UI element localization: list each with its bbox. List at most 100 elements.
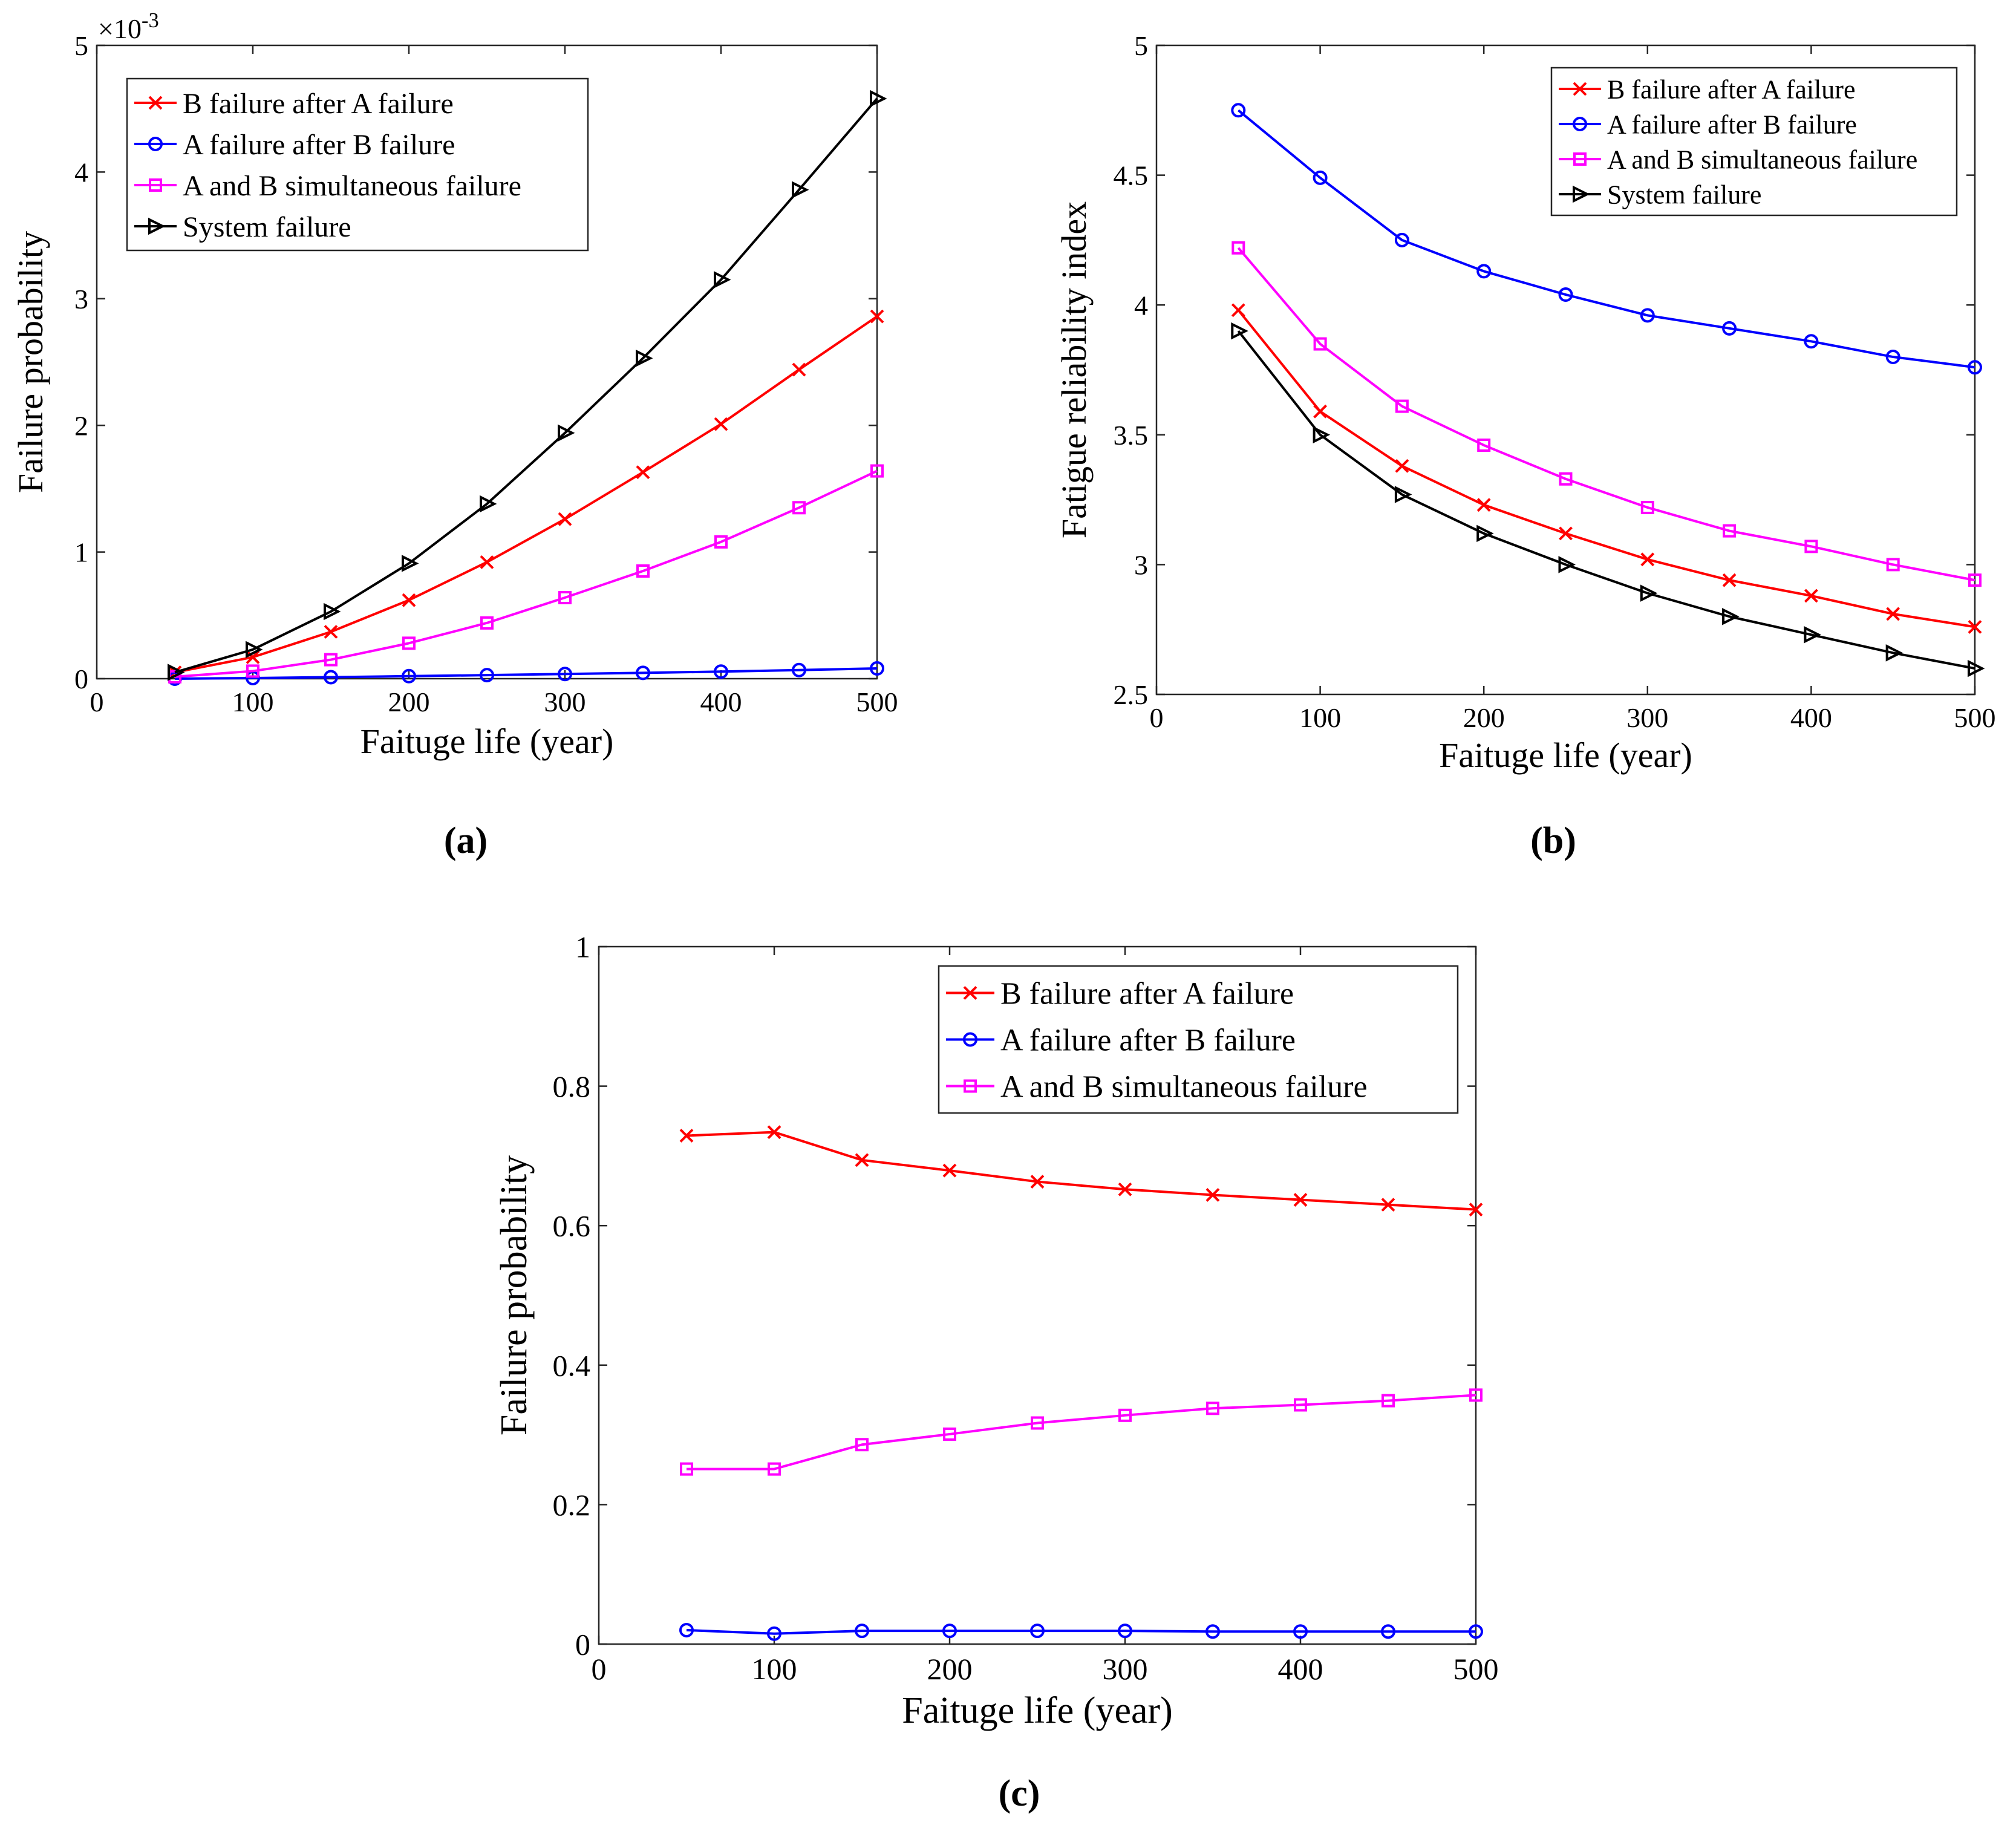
legend-label: A and B simultaneous failure [1000, 1070, 1368, 1105]
data-point [1558, 287, 1573, 302]
legend: B failure after A failure A failure after… [126, 77, 589, 252]
data-point [324, 625, 338, 639]
data-point [1559, 472, 1573, 486]
y-tick-label: 1 [74, 537, 88, 568]
x-axis-label: Faituge life (year) [1439, 736, 1692, 775]
series-line [686, 1628, 1476, 1635]
data-point [324, 653, 338, 667]
data-point [1885, 644, 1903, 662]
data-point [1722, 573, 1737, 587]
legend-item: B failure after A failure [1559, 74, 1855, 104]
series-line [1238, 109, 1975, 369]
legend-box [938, 965, 1459, 1114]
chart-panel-b: 0 100 200 300 400 500 2.5 3 3.5 4 4.5 5 Faituge life… [1054, 30, 1996, 861]
legend-item: A failure after B failure [1559, 109, 1857, 139]
legend-item: A and B simultaneous failure [946, 1070, 1368, 1105]
legend-marker [148, 96, 163, 110]
data-point [1205, 1188, 1220, 1202]
data-point [768, 1462, 781, 1476]
series-a-failure-after-b-failure [679, 1622, 1483, 1641]
legend-item: System failure [134, 211, 351, 243]
series-a-failure-after-b-failure [1231, 103, 1982, 375]
x-tick-label: 100 [1299, 702, 1341, 733]
series-b-failure-after-a-failure [1231, 303, 1982, 634]
legend: B failure after A failure A failure after… [1550, 67, 1958, 217]
data-point [1118, 1624, 1132, 1639]
data-point [1476, 498, 1491, 512]
y-axis-label: Fatigue reliability index [1054, 201, 1094, 538]
legend-marker [963, 1032, 977, 1047]
exponent-base: ×10 [98, 13, 142, 44]
legend-box [126, 77, 589, 252]
data-point [1205, 1624, 1220, 1639]
x-axis-label: Faituge life (year) [360, 722, 614, 761]
series-line [174, 469, 878, 678]
y-tick-label: 4 [1134, 290, 1148, 321]
data-point [246, 641, 263, 659]
series-line [1237, 330, 1975, 670]
y-tick-label: 5 [1134, 30, 1148, 61]
x-tick-label: 100 [752, 1652, 797, 1686]
data-point [246, 664, 259, 678]
data-point [1313, 337, 1327, 351]
data-point [942, 1163, 957, 1178]
x-tick-label: 300 [1626, 702, 1668, 733]
data-point [1968, 619, 1982, 634]
data-point [767, 1125, 781, 1140]
x-tick-label: 400 [1790, 702, 1832, 733]
x-tick-label: 400 [1278, 1652, 1323, 1686]
data-point [480, 668, 494, 683]
data-point [1469, 1388, 1483, 1402]
data-point [855, 1624, 869, 1639]
data-point [1885, 350, 1900, 365]
data-point [636, 465, 650, 480]
y-tick-label: 0.8 [553, 1069, 591, 1103]
data-point [1031, 1416, 1044, 1430]
legend-item: A failure after B failure [946, 1023, 1296, 1058]
data-point [714, 535, 728, 549]
data-point [1469, 1624, 1483, 1639]
legend-label: System failure [183, 211, 351, 243]
data-point [1722, 608, 1740, 625]
data-point [324, 670, 338, 685]
data-point [1030, 1624, 1045, 1639]
y-tick-label: 4.5 [1114, 160, 1149, 191]
data-point [1477, 438, 1491, 452]
data-point [1231, 103, 1246, 118]
legend-label: A and B simultaneous failure [183, 170, 521, 202]
data-point [943, 1427, 956, 1441]
legend-label: A and B simultaneous failure [1607, 145, 1917, 174]
data-point [636, 349, 653, 367]
legend-item: A and B simultaneous failure [1559, 145, 1917, 174]
y-tick-label: 2 [74, 410, 88, 441]
y-axis-label: Failure probability [11, 231, 50, 493]
series-a-and-b-simultaneous-failure [1231, 241, 1982, 587]
data-point [558, 424, 575, 442]
data-point [1313, 170, 1328, 185]
y-tick-label: 0.4 [553, 1348, 591, 1382]
legend-marker [149, 178, 162, 192]
data-point [1118, 1408, 1132, 1422]
y-tick-label: 3 [1134, 550, 1148, 581]
x-tick-label: 0 [592, 1652, 607, 1686]
data-point [870, 90, 887, 108]
data-point [714, 664, 728, 679]
panel-label: (b) [1530, 820, 1576, 861]
data-point [855, 1438, 869, 1452]
legend-label: A failure after B failure [183, 129, 455, 161]
data-point [680, 1462, 693, 1476]
legend-marker [964, 1079, 977, 1093]
x-tick-label: 300 [544, 687, 586, 717]
data-point [1640, 500, 1654, 514]
series-line [687, 1394, 1476, 1470]
data-point [1394, 486, 1412, 503]
legend-marker [1573, 185, 1590, 203]
data-point [870, 464, 884, 478]
x-tick-label: 200 [927, 1652, 973, 1686]
data-point [1293, 1624, 1308, 1639]
data-point [679, 1622, 694, 1637]
data-point [480, 555, 494, 569]
data-point [1030, 1175, 1045, 1189]
data-point [792, 181, 809, 198]
